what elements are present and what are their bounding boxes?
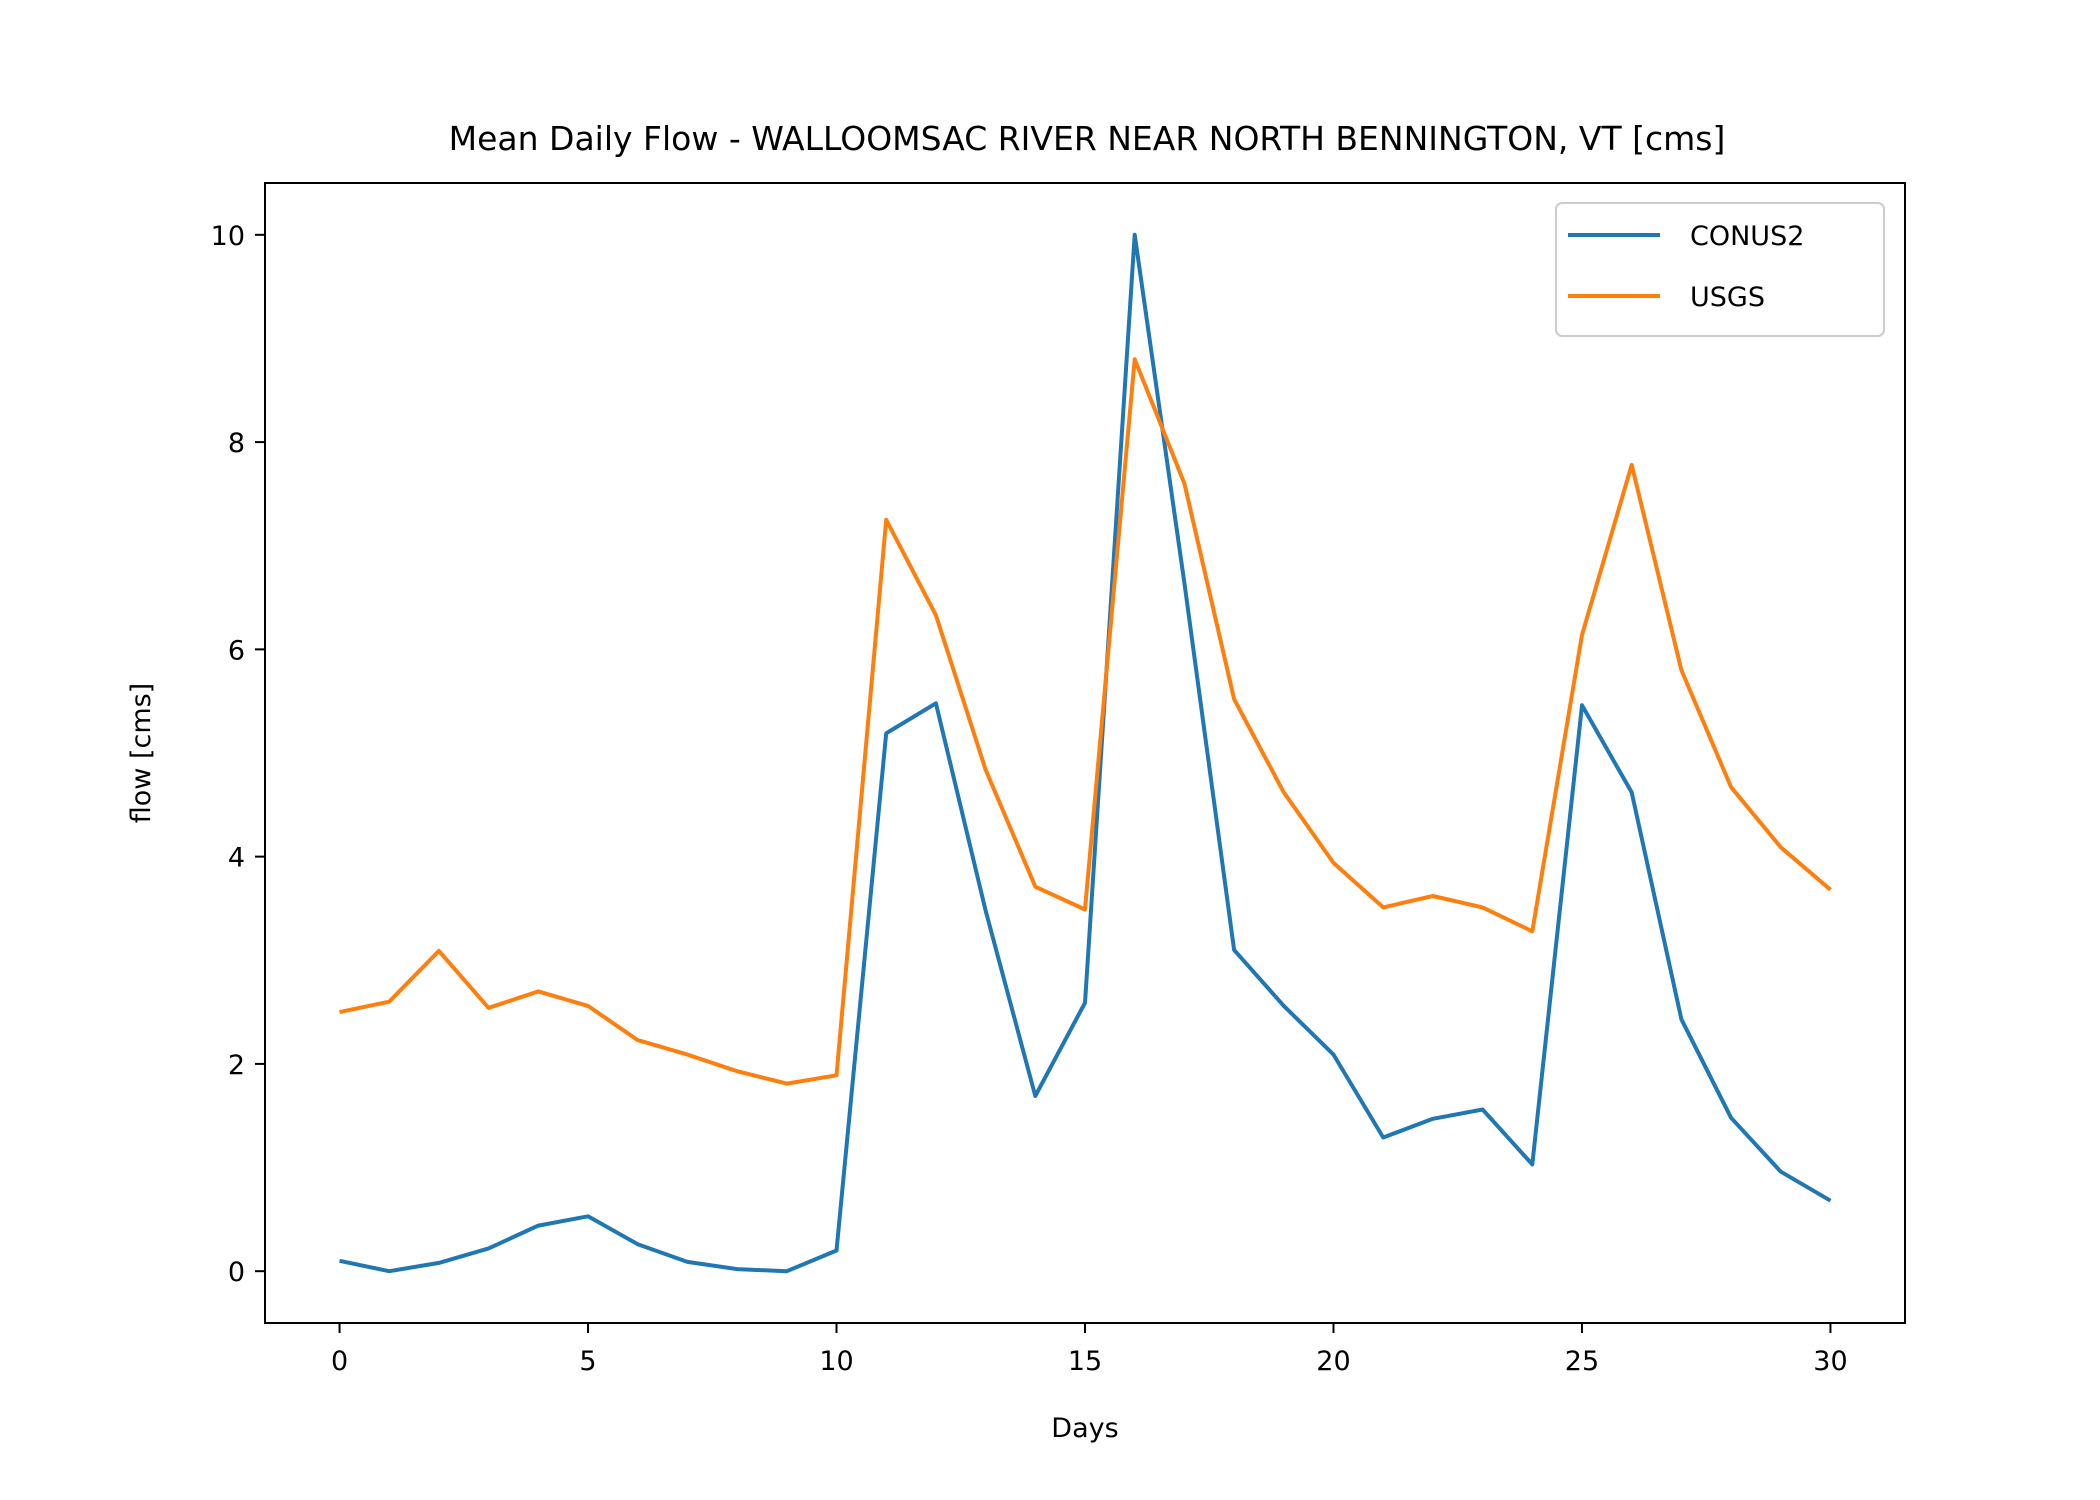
legend-label-usgs: USGS <box>1690 282 1765 313</box>
y-tick-label: 6 <box>228 635 245 666</box>
series-line-usgs <box>339 357 1832 1086</box>
x-tick-label: 5 <box>579 1346 596 1377</box>
y-tick-label: 2 <box>228 1050 245 1081</box>
x-tick-label: 30 <box>1813 1346 1847 1377</box>
x-tick-label: 25 <box>1565 1346 1599 1377</box>
chart-title: Mean Daily Flow - WALLOOMSAC RIVER NEAR … <box>449 119 1726 158</box>
x-axis-ticks: 0 5 10 15 20 25 30 <box>331 1323 1848 1377</box>
x-tick-label: 0 <box>331 1346 348 1377</box>
y-axis-label: flow [cms] <box>126 683 157 823</box>
x-tick-label: 10 <box>819 1346 853 1377</box>
y-tick-label: 10 <box>211 221 245 252</box>
y-axis-ticks: 0 2 4 6 8 10 <box>211 221 265 1288</box>
x-tick-label: 15 <box>1068 1346 1102 1377</box>
x-tick-label: 20 <box>1316 1346 1350 1377</box>
y-tick-label: 8 <box>228 428 245 459</box>
y-tick-label: 4 <box>228 843 245 874</box>
legend-label-conus2: CONUS2 <box>1690 221 1804 252</box>
legend: CONUS2 USGS <box>1555 202 1885 337</box>
series-line-conus2 <box>339 232 1832 1274</box>
series-layer <box>339 232 1832 1274</box>
y-tick-label: 0 <box>228 1257 245 1288</box>
x-axis-label: Days <box>1051 1413 1118 1444</box>
